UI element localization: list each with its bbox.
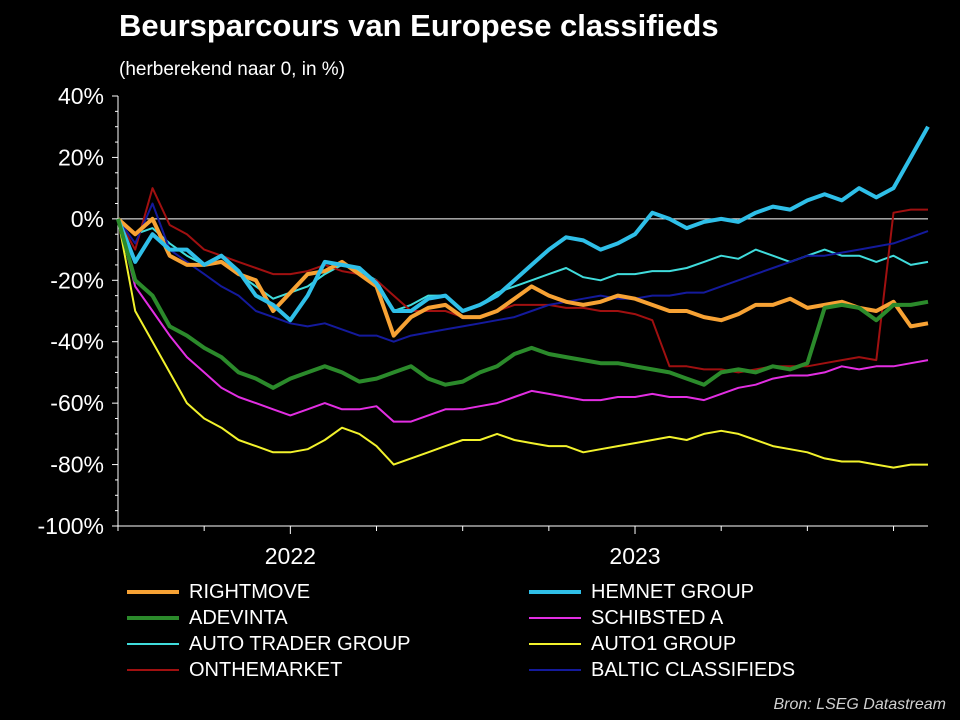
series-line-baltic-classifieds [117,202,929,343]
legend-swatch [529,643,581,645]
legend-item-auto1-group: AUTO1 GROUP [529,632,736,656]
x-tick-label: 2022 [265,543,316,569]
series-line-rightmove [116,216,929,338]
legend-label: AUTO1 GROUP [591,632,737,655]
legend-swatch [127,590,179,594]
line-chart: 40% 20% 0% -20% -40% -60% -80% -100% 2022 2023 [38,83,930,569]
y-tick-label: -20% [50,267,104,293]
series-line-auto1-group [117,218,928,469]
y-tick-label: -100% [38,513,104,539]
series-line-adevinta [116,218,929,390]
legend-label: BALTIC CLASSIFIEDS [591,658,796,681]
y-tick-label: -60% [50,390,104,416]
y-tick-label: 20% [58,144,104,170]
legend-swatch [127,616,179,620]
legend-item-hemnet-group: HEMNET GROUP [529,580,754,604]
series-line-onthemarket [117,187,928,374]
series-line-hemnet-group [116,125,930,323]
legend-label: RIGHTMOVE [189,580,311,603]
chart-series [116,125,930,469]
chart-title: Beursparcours van Europese classifieds [119,8,719,43]
series-line-schibsted-a [117,218,929,423]
legend-item-schibsted-a: SCHIBSTED A [529,606,723,630]
y-tick-label: -80% [50,452,104,478]
x-tick-label: 2023 [609,543,660,569]
y-tick-label: 40% [58,83,104,109]
chart-subtitle: (herberekend naar 0, in %) [119,59,346,80]
legend-label: SCHIBSTED A [591,606,724,629]
legend-item-adevinta: ADEVINTA [127,606,288,630]
legend-label: ONTHEMARKET [189,658,343,681]
legend-item-baltic-classifieds: BALTIC CLASSIFIEDS [529,658,795,682]
y-tick-label: -40% [50,329,104,355]
legend-swatch [529,669,581,671]
legend-swatch [529,590,581,594]
y-tick-label: 0% [71,206,104,232]
legend-swatch [127,669,179,671]
legend-swatch [127,643,179,645]
legend-label: ADEVINTA [189,606,288,629]
source-note: Bron: LSEG Datastream [773,696,946,713]
chart-axes: 40% 20% 0% -20% -40% -60% -80% -100% 2022 2023 [38,83,928,569]
legend-item-rightmove: RIGHTMOVE [127,580,310,604]
legend-swatch [529,617,581,619]
legend-label: HEMNET GROUP [591,580,754,603]
legend-label: AUTO TRADER GROUP [189,632,411,655]
legend-item-auto-trader-group: AUTO TRADER GROUP [127,632,411,656]
legend-item-onthemarket: ONTHEMARKET [127,658,342,682]
